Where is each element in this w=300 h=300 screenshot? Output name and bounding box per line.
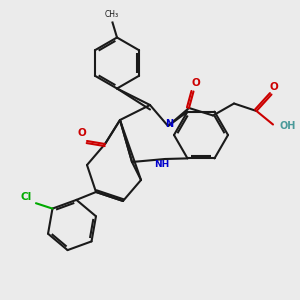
Text: O: O (269, 82, 278, 92)
Text: O: O (191, 79, 200, 88)
Text: CH₃: CH₃ (104, 10, 119, 19)
Text: NH: NH (154, 160, 169, 169)
Text: OH: OH (280, 121, 296, 131)
Text: O: O (77, 128, 86, 138)
Text: Cl: Cl (20, 192, 32, 202)
Text: N: N (165, 118, 174, 129)
